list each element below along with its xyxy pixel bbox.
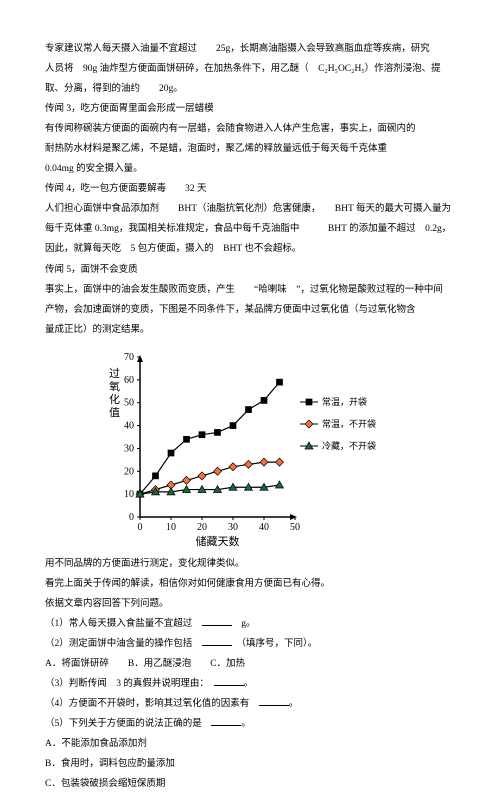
svg-text:60: 60 <box>124 375 134 386</box>
svg-text:0: 0 <box>138 522 143 533</box>
blank <box>214 675 244 686</box>
svg-text:10: 10 <box>124 489 134 500</box>
text-line: 传闻 5，面饼不会变质 <box>45 261 455 279</box>
q4-tail: 。 <box>289 699 299 709</box>
svg-text:50: 50 <box>124 397 134 408</box>
question-1: （1）常人每天摄入食盐量不宜超过 g。 <box>45 615 455 633</box>
q3-text: （3）判断传闻 3 的真假并说明理由： <box>45 679 214 689</box>
blank <box>202 615 232 626</box>
option-a: A．不能添加食品添加剂 <box>45 735 455 753</box>
text-line: 用不同品牌的方便面进行测定，变化规律类似。 <box>45 555 455 573</box>
svg-text:20: 20 <box>124 466 134 477</box>
question-5: （5）下列关于方便面的说法正确的是 。 <box>45 715 455 733</box>
text-line: 有传闻称碗装方便面的面碗内有一层蜡，会随食物进入人体产生危害，事实上，面碗内的 <box>45 120 455 138</box>
text-line: 专家建议常人每天摄入油量不宜超过 25g，长期高油脂摄入会导致高脂血症等疾病，研… <box>45 40 455 58</box>
svg-text:70: 70 <box>124 352 134 363</box>
text-line: 每千克体重 0.3mg，我国相关标准规定，食品中每千克油脂中 BHT 的添加量不… <box>45 220 455 238</box>
q1-tail: g。 <box>232 619 256 629</box>
svg-text:40: 40 <box>124 420 134 431</box>
blank <box>211 715 241 726</box>
svg-text:0: 0 <box>129 512 134 523</box>
text-line: 人们担心面饼中食品添加剂 BHT（油脂抗氧化剂）危害健康， BHT 每天的最大可… <box>45 200 455 218</box>
svg-text:值: 值 <box>109 406 120 419</box>
q5-tail: 。 <box>241 719 251 729</box>
svg-text:40: 40 <box>259 522 269 533</box>
q2-tail: （填序号，下同）。 <box>232 639 318 649</box>
question-4: （4）方便面不开袋时，影响其过氧化值的因素有 。 <box>45 695 455 713</box>
svg-text:常温，不开袋: 常温，不开袋 <box>322 418 376 429</box>
text-line: 量成正比）的测定结果。 <box>45 321 455 339</box>
svg-text:20: 20 <box>197 522 207 533</box>
svg-text:储藏天数: 储藏天数 <box>196 534 240 547</box>
svg-text:30: 30 <box>124 443 134 454</box>
svg-text:常温，开袋: 常温，开袋 <box>322 396 367 407</box>
svg-text:10: 10 <box>166 522 176 533</box>
blank <box>259 695 289 706</box>
q5-text: （5）下列关于方便面的说法正确的是 <box>45 719 211 729</box>
text-line: 人员将 90g 油炸型方便面面饼研碎，在加热条件下，用乙醚（ C₂H₅OC₂H₅… <box>45 60 455 78</box>
svg-text:化: 化 <box>109 392 120 406</box>
text-line: 产物，会加速面饼的变质，下图是不同条件下，某品牌方便面中过氧化值（与过氧化物含 <box>45 301 455 319</box>
svg-text:30: 30 <box>228 522 238 533</box>
svg-text:氧: 氧 <box>109 379 120 393</box>
question-2: （2）测定面饼中油含量的操作包括 （填序号，下同）。 <box>45 635 455 653</box>
option-c: C．包装袋破损会缩短保质期 <box>45 775 455 793</box>
text-line: 耐热防水材料是聚乙烯，不是蜡，泡面时，聚乙烯的释放量远低于每天每千克体重 <box>45 140 455 158</box>
peroxide-chart: 0 10 20 30 40 50 0 10 20 30 40 50 60 70 过氧化值储藏天数 常温，开袋常… <box>95 347 385 547</box>
option-b: B．食用时，调料包应酌量添加 <box>45 755 455 773</box>
svg-text:冷藏，不开袋: 冷藏，不开袋 <box>322 440 376 451</box>
blank <box>202 635 232 646</box>
text-line: 0.04mg 的安全摄入量。 <box>45 160 455 178</box>
text-line: 传闻 4，吃一包方便面要解毒 32 天 <box>45 180 455 198</box>
svg-text:过: 过 <box>109 367 120 380</box>
question-3: （3）判断传闻 3 的真假并说明理由： 。 <box>45 675 455 693</box>
text-line: 依据文章内容回答下列问题。 <box>45 595 455 613</box>
q1-text: （1）常人每天摄入食盐量不宜超过 <box>45 619 202 629</box>
q2-text: （2）测定面饼中油含量的操作包括 <box>45 639 202 649</box>
q3-tail: 。 <box>244 679 254 689</box>
text-line: 事实上，面饼中的油会发生酸败而变质，产生 “哈喇味 ”，过氧化物是酸败过程的一种… <box>45 281 455 299</box>
q4-text: （4）方便面不开袋时，影响其过氧化值的因素有 <box>45 699 259 709</box>
svg-text:50: 50 <box>290 522 300 533</box>
text-line: 因此，就算每天吃 5 包方便面，摄入的 BHT 也不会超标。 <box>45 240 455 258</box>
q2-options: A．将面饼研碎 B．用乙醚浸泡 C．加热 <box>45 655 455 673</box>
text-line: 传闻 3，吃方便面胃里面会形成一层蜡模 <box>45 100 455 118</box>
text-line: 看完上面关于传闻的解读，相信你对如何健康食用方便面已有心得。 <box>45 575 455 593</box>
text-line: 取、分离，得到的油约 20g。 <box>45 80 455 98</box>
